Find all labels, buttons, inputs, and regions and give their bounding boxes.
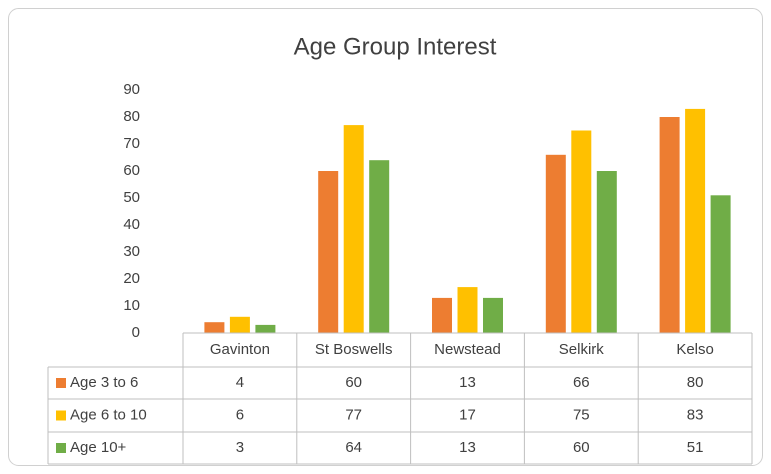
table-value: 17 bbox=[459, 406, 476, 423]
bar bbox=[432, 297, 452, 333]
table-category: Kelso bbox=[676, 341, 714, 358]
table-category: St Boswells bbox=[315, 341, 393, 358]
y-tick-label: 70 bbox=[123, 135, 140, 152]
table-value: 75 bbox=[573, 406, 590, 423]
table-value: 4 bbox=[236, 374, 244, 391]
y-tick-label: 40 bbox=[123, 216, 140, 233]
y-tick-label: 50 bbox=[123, 189, 140, 206]
table-value: 6 bbox=[236, 406, 244, 423]
y-tick-label: 30 bbox=[123, 243, 140, 260]
legend-label: Age 10+ bbox=[70, 439, 127, 456]
chart-title: Age Group Interest bbox=[294, 33, 497, 60]
y-tick-label: 20 bbox=[123, 270, 140, 287]
table-value: 13 bbox=[459, 439, 476, 456]
table-value: 60 bbox=[345, 374, 362, 391]
legend-swatch bbox=[56, 410, 66, 421]
y-tick-label: 90 bbox=[123, 81, 140, 98]
y-tick-label: 0 bbox=[132, 324, 140, 341]
bar bbox=[659, 117, 680, 333]
bar bbox=[483, 297, 503, 333]
table-value: 60 bbox=[573, 439, 590, 456]
y-tick-label: 80 bbox=[123, 108, 140, 125]
table-value: 80 bbox=[687, 374, 704, 391]
table-value: 66 bbox=[573, 374, 590, 391]
legend-swatch bbox=[56, 378, 66, 388]
legend-label: Age 3 to 6 bbox=[70, 374, 138, 391]
y-tick-label: 10 bbox=[123, 297, 140, 314]
bar bbox=[596, 171, 617, 333]
bar bbox=[229, 316, 250, 333]
bar bbox=[343, 125, 364, 333]
table-value: 13 bbox=[459, 374, 476, 391]
table-category: Gavinton bbox=[210, 341, 270, 358]
bar bbox=[369, 160, 390, 333]
legend-label: Age 6 to 10 bbox=[70, 406, 147, 423]
table-category: Newstead bbox=[434, 341, 501, 358]
table-value: 77 bbox=[345, 406, 362, 423]
table-value: 64 bbox=[345, 439, 362, 456]
bar bbox=[255, 324, 276, 333]
bar bbox=[710, 195, 731, 333]
bar bbox=[545, 154, 566, 333]
table-value: 3 bbox=[236, 439, 244, 456]
table-category: Selkirk bbox=[559, 341, 605, 358]
y-tick-label: 60 bbox=[123, 162, 140, 179]
bar bbox=[457, 287, 478, 333]
table-value: 51 bbox=[687, 439, 704, 456]
legend-swatch bbox=[56, 443, 66, 453]
table-value: 83 bbox=[687, 406, 704, 423]
bar bbox=[685, 108, 706, 334]
bar bbox=[571, 130, 592, 333]
bar bbox=[204, 322, 225, 333]
bar bbox=[318, 171, 339, 333]
